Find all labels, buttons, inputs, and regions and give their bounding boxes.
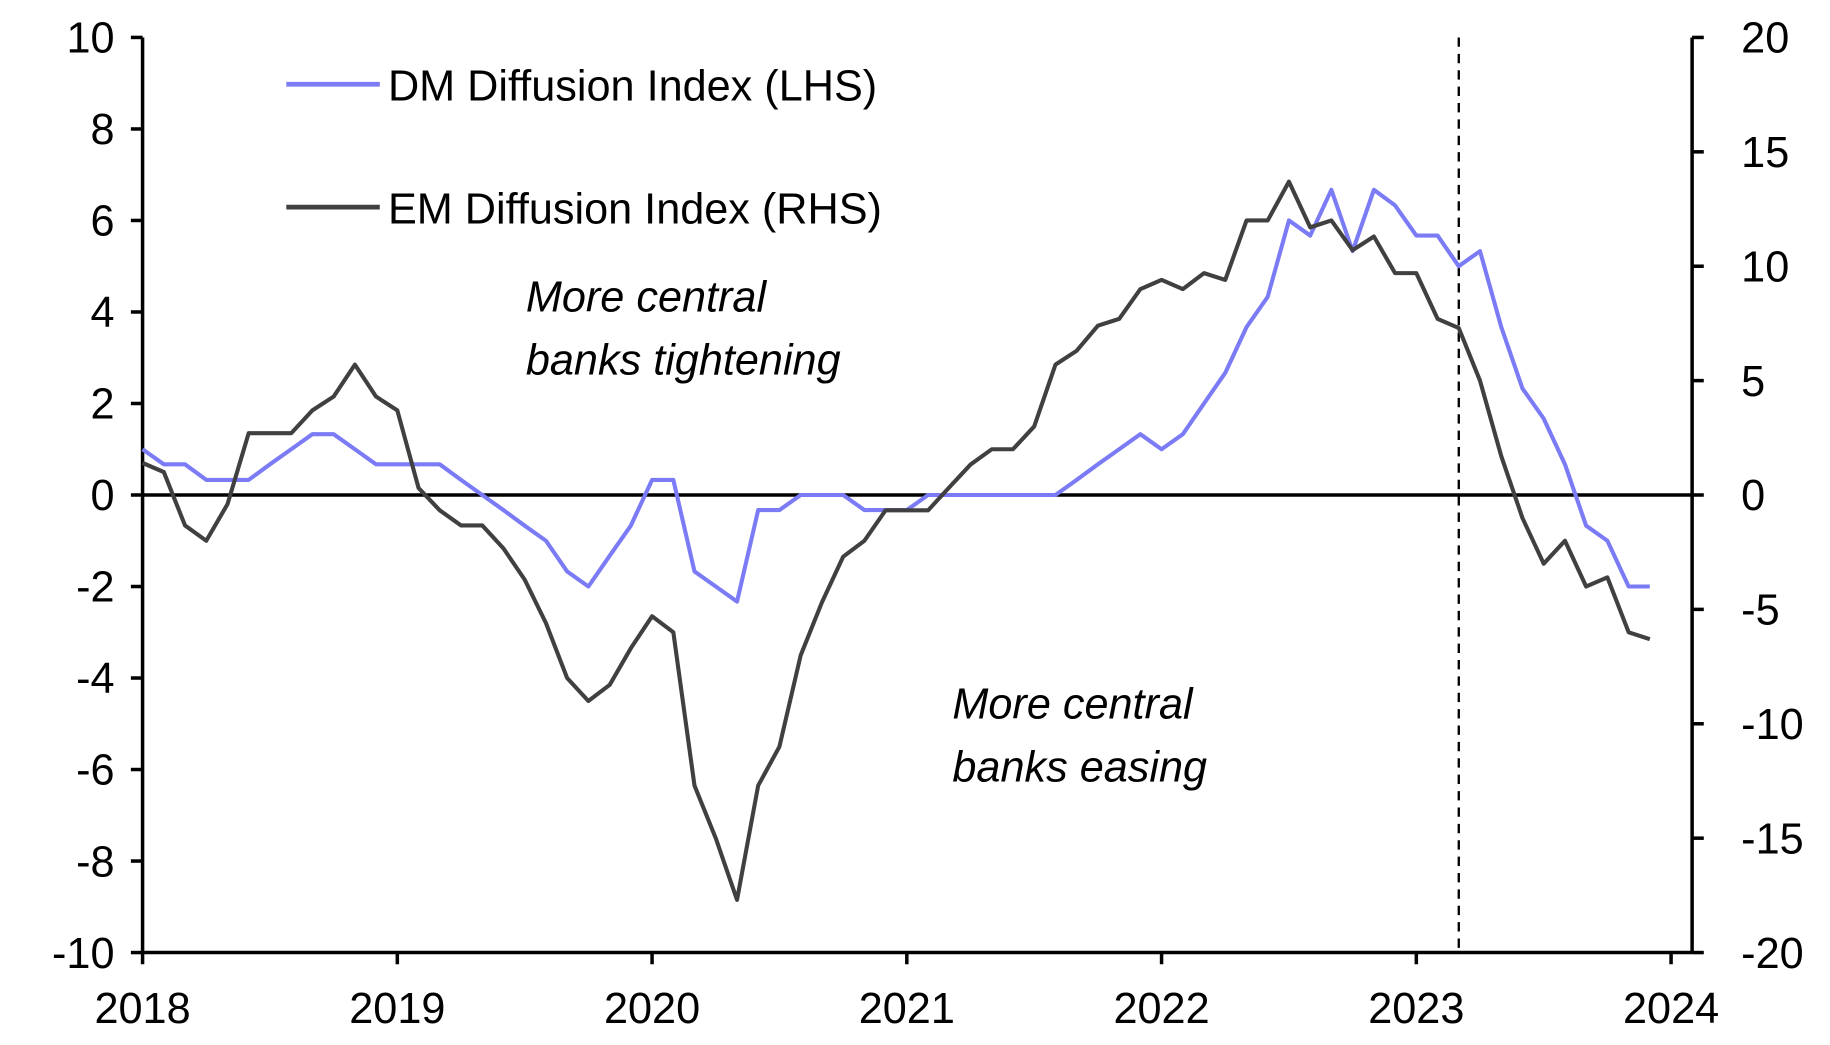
dm-series-line (141, 187, 1650, 604)
annotation-easing-2: banks easing (952, 744, 1207, 792)
left-tick-label: 10 (66, 15, 114, 63)
left-tick-label: 2 (90, 381, 114, 429)
x-tick-label: 2018 (94, 985, 190, 1033)
x-tick-label: 2020 (604, 985, 700, 1033)
series-lines (141, 179, 1651, 902)
legend-label-dm: DM Diffusion Index (LHS) (388, 63, 877, 111)
annotation-easing-1: More central (952, 680, 1194, 728)
left-tick-label: 6 (90, 198, 114, 246)
x-tick-label: 2023 (1368, 985, 1464, 1033)
right-tick-label: -15 (1741, 815, 1803, 863)
left-tick-label: 8 (90, 106, 114, 154)
left-tick-label: 4 (90, 289, 114, 337)
left-tick-label: -4 (76, 655, 114, 703)
right-tick-label: 15 (1741, 129, 1789, 177)
x-tick-label: 2019 (349, 985, 445, 1033)
legend: DM Diffusion Index (LHS) EM Diffusion In… (286, 63, 882, 234)
right-tick-label: 0 (1741, 472, 1765, 520)
right-tick-label: -10 (1741, 701, 1803, 749)
annotation-tightening-2: banks tightening (526, 336, 841, 384)
left-tick-label: -8 (76, 838, 114, 886)
x-tick-label: 2022 (1113, 985, 1209, 1033)
x-tick-label: 2021 (859, 985, 955, 1033)
left-tick-label: 0 (90, 472, 114, 520)
em-series-line (141, 179, 1651, 902)
right-tick-label: 10 (1741, 243, 1789, 291)
right-tick-label: -20 (1741, 930, 1803, 978)
left-tick-label: -6 (76, 747, 114, 795)
axes: 1086420-2-4-6-8-1020151050-5-10-15-20201… (52, 15, 1804, 1033)
right-tick-label: -5 (1741, 587, 1779, 635)
right-tick-label: 5 (1741, 358, 1765, 406)
left-tick-label: -10 (52, 930, 114, 978)
left-tick-label: -2 (76, 564, 114, 612)
legend-label-em: EM Diffusion Index (RHS) (388, 185, 882, 233)
x-tick-label: 2024 (1623, 985, 1719, 1033)
annotation-tightening-1: More central (526, 273, 768, 321)
right-tick-label: 20 (1741, 15, 1789, 63)
